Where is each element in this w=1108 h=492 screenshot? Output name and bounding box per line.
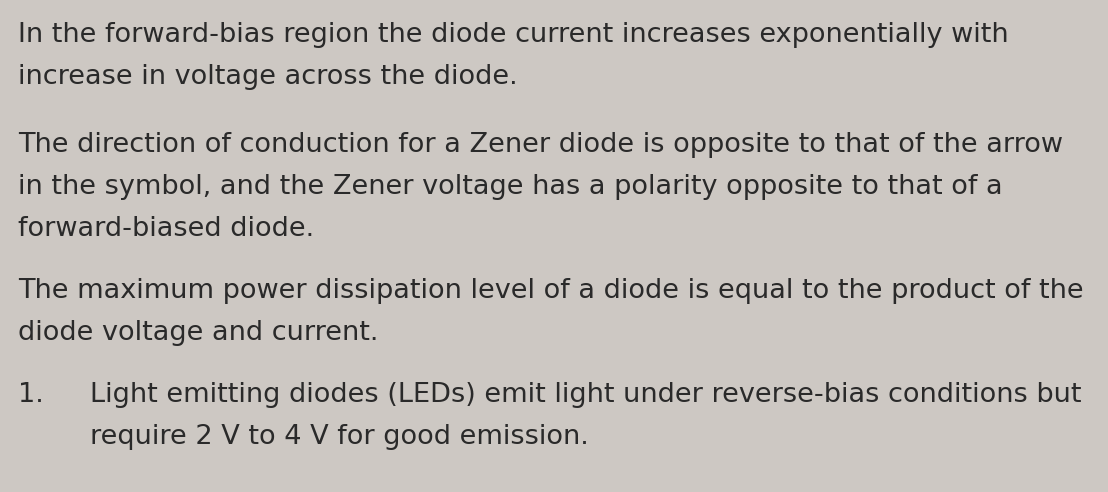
Text: In the forward-bias region the diode current increases exponentially with: In the forward-bias region the diode cur… — [18, 22, 1008, 48]
Text: The maximum power dissipation level of a diode is equal to the product of the: The maximum power dissipation level of a… — [18, 278, 1084, 304]
Text: Light emitting diodes (LEDs) emit light under reverse-bias conditions but: Light emitting diodes (LEDs) emit light … — [90, 382, 1081, 408]
Text: forward-biased diode.: forward-biased diode. — [18, 216, 315, 242]
Text: The direction of conduction for a Zener diode is opposite to that of the arrow: The direction of conduction for a Zener … — [18, 132, 1063, 158]
Text: increase in voltage across the diode.: increase in voltage across the diode. — [18, 64, 517, 90]
Text: in the symbol, and the Zener voltage has a polarity opposite to that of a: in the symbol, and the Zener voltage has… — [18, 174, 1003, 200]
Text: require 2 V to 4 V for good emission.: require 2 V to 4 V for good emission. — [90, 424, 588, 450]
Text: diode voltage and current.: diode voltage and current. — [18, 320, 378, 346]
Text: 1.: 1. — [18, 382, 43, 408]
